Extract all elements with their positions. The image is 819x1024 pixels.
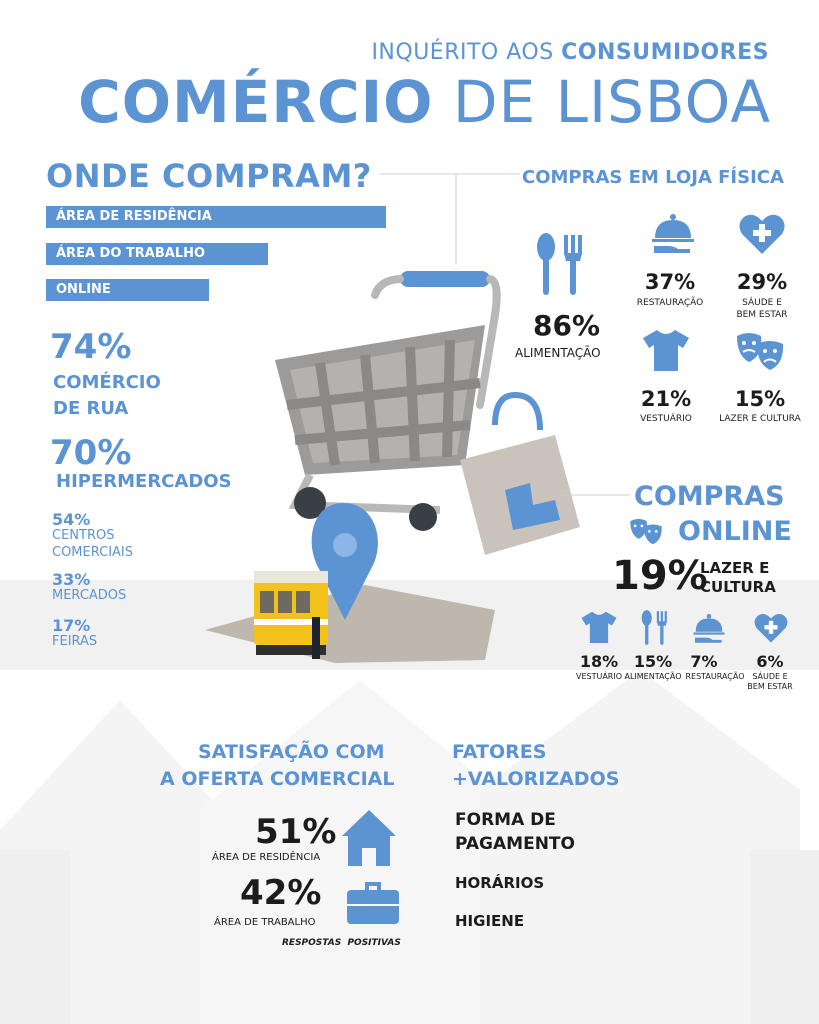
satisfaction-label-residence: ÁREA DE RESIDÊNCIA	[212, 852, 321, 863]
physical-title: COMPRAS EM LOJA FÍSICA	[522, 167, 784, 188]
theater-masks-icon	[735, 330, 785, 374]
physical-label-health-1: SÁUDE E	[742, 298, 782, 308]
heart-cross-icon	[753, 612, 789, 644]
online-title-1: COMPRAS	[634, 481, 785, 512]
fork-spoon-icon	[640, 610, 668, 646]
online-pct-restaurants: 7%	[690, 652, 718, 671]
online-pct-food: 15%	[633, 652, 673, 671]
background-chevrons	[0, 670, 819, 1024]
cloche-icon	[650, 212, 696, 254]
online-label-clothing: VESTUÁRIO	[575, 672, 623, 681]
stat-pct-street: 74%	[50, 327, 132, 367]
stat-label-markets: MERCADOS	[52, 588, 127, 603]
page-subtitle: INQUÉRITO AOS CONSUMIDORES	[371, 40, 769, 65]
satisfaction-pct-residence: 51%	[255, 812, 337, 852]
connector-line-online	[560, 494, 630, 496]
physical-pct-restaurants: 37%	[644, 270, 696, 294]
stat-label-malls-1: CENTROS	[52, 528, 115, 543]
online-main-label-1: LAZER E	[700, 559, 770, 577]
online-pct-clothing: 18%	[579, 652, 619, 671]
online-pct-health: 6%	[756, 652, 784, 671]
briefcase-icon	[345, 880, 401, 926]
online-main-label-2: CULTURA	[700, 578, 776, 596]
factor-hours: HORÁRIOS	[455, 874, 545, 892]
tram-illustration	[254, 571, 328, 659]
page-title: COMÉRCIO DE LISBOA	[78, 68, 771, 136]
online-label-health-2: BEM ESTAR	[747, 682, 793, 691]
house-icon	[340, 808, 398, 868]
physical-label-health-2: BEM ESTAR	[736, 310, 788, 320]
online-label-restaurants: RESTAURAÇÃO	[685, 672, 745, 681]
stat-label-street-1: COMÉRCIO	[53, 372, 161, 393]
stat-label-fairs: FEIRAS	[52, 634, 98, 649]
physical-main-pct: 86%	[533, 309, 601, 342]
online-main-pct: 19%	[612, 553, 708, 599]
satisfaction-title-2: A OFERTA COMERCIAL	[160, 768, 395, 790]
tshirt-icon	[580, 610, 618, 644]
factors-title-2: +VALORIZADOS	[452, 768, 620, 790]
fork-spoon-icon	[534, 233, 584, 297]
bar-residence: ÁREA DE RESIDÊNCIA	[46, 206, 386, 228]
bar-online: ONLINE	[46, 279, 209, 301]
tshirt-icon	[641, 328, 691, 372]
physical-label-restaurants: RESTAURAÇÃO	[636, 298, 704, 308]
online-label-food: ALIMENTAÇÃO	[624, 672, 682, 681]
stat-label-hyper: HIPERMERCADOS	[56, 471, 232, 492]
stat-label-street-2: DE RUA	[53, 398, 129, 419]
stat-pct-malls: 54%	[52, 510, 91, 529]
cloche-icon	[692, 612, 726, 644]
where-title: ONDE COMPRAM?	[46, 157, 372, 195]
stat-pct-markets: 33%	[52, 570, 91, 589]
factor-payment-2: PAGAMENTO	[455, 834, 575, 854]
factor-payment-1: FORMA DE	[455, 810, 556, 830]
theater-masks-icon	[628, 517, 664, 547]
physical-label-clothing: VESTUÁRIO	[640, 414, 692, 424]
satisfaction-pct-work: 42%	[240, 873, 322, 913]
physical-pct-leisure: 15%	[734, 387, 786, 411]
physical-main-label: ALIMENTAÇÃO	[515, 346, 601, 360]
connector-line	[380, 173, 520, 175]
stat-pct-hyper: 70%	[50, 433, 132, 473]
physical-pct-health: 29%	[736, 270, 788, 294]
stat-pct-fairs: 17%	[52, 616, 91, 635]
heart-cross-icon	[738, 212, 786, 256]
online-title-2: ONLINE	[678, 516, 792, 547]
responses-note: RESPOSTAS POSITIVAS	[282, 938, 401, 948]
physical-label-leisure: LAZER E CULTURA	[719, 414, 801, 424]
satisfaction-title-1: SATISFAÇÃO COM	[198, 741, 385, 763]
bar-work: ÁREA DO TRABALHO	[46, 243, 268, 265]
connector-line-vertical	[455, 175, 457, 265]
factors-title-1: FATORES	[452, 741, 547, 763]
online-label-health-1: SÁUDE E	[752, 672, 788, 681]
stat-label-malls-2: COMERCIAIS	[52, 545, 134, 560]
satisfaction-label-work: ÁREA DE TRABALHO	[214, 917, 316, 928]
physical-pct-clothing: 21%	[640, 387, 692, 411]
factor-hygiene: HIGIENE	[455, 912, 525, 930]
